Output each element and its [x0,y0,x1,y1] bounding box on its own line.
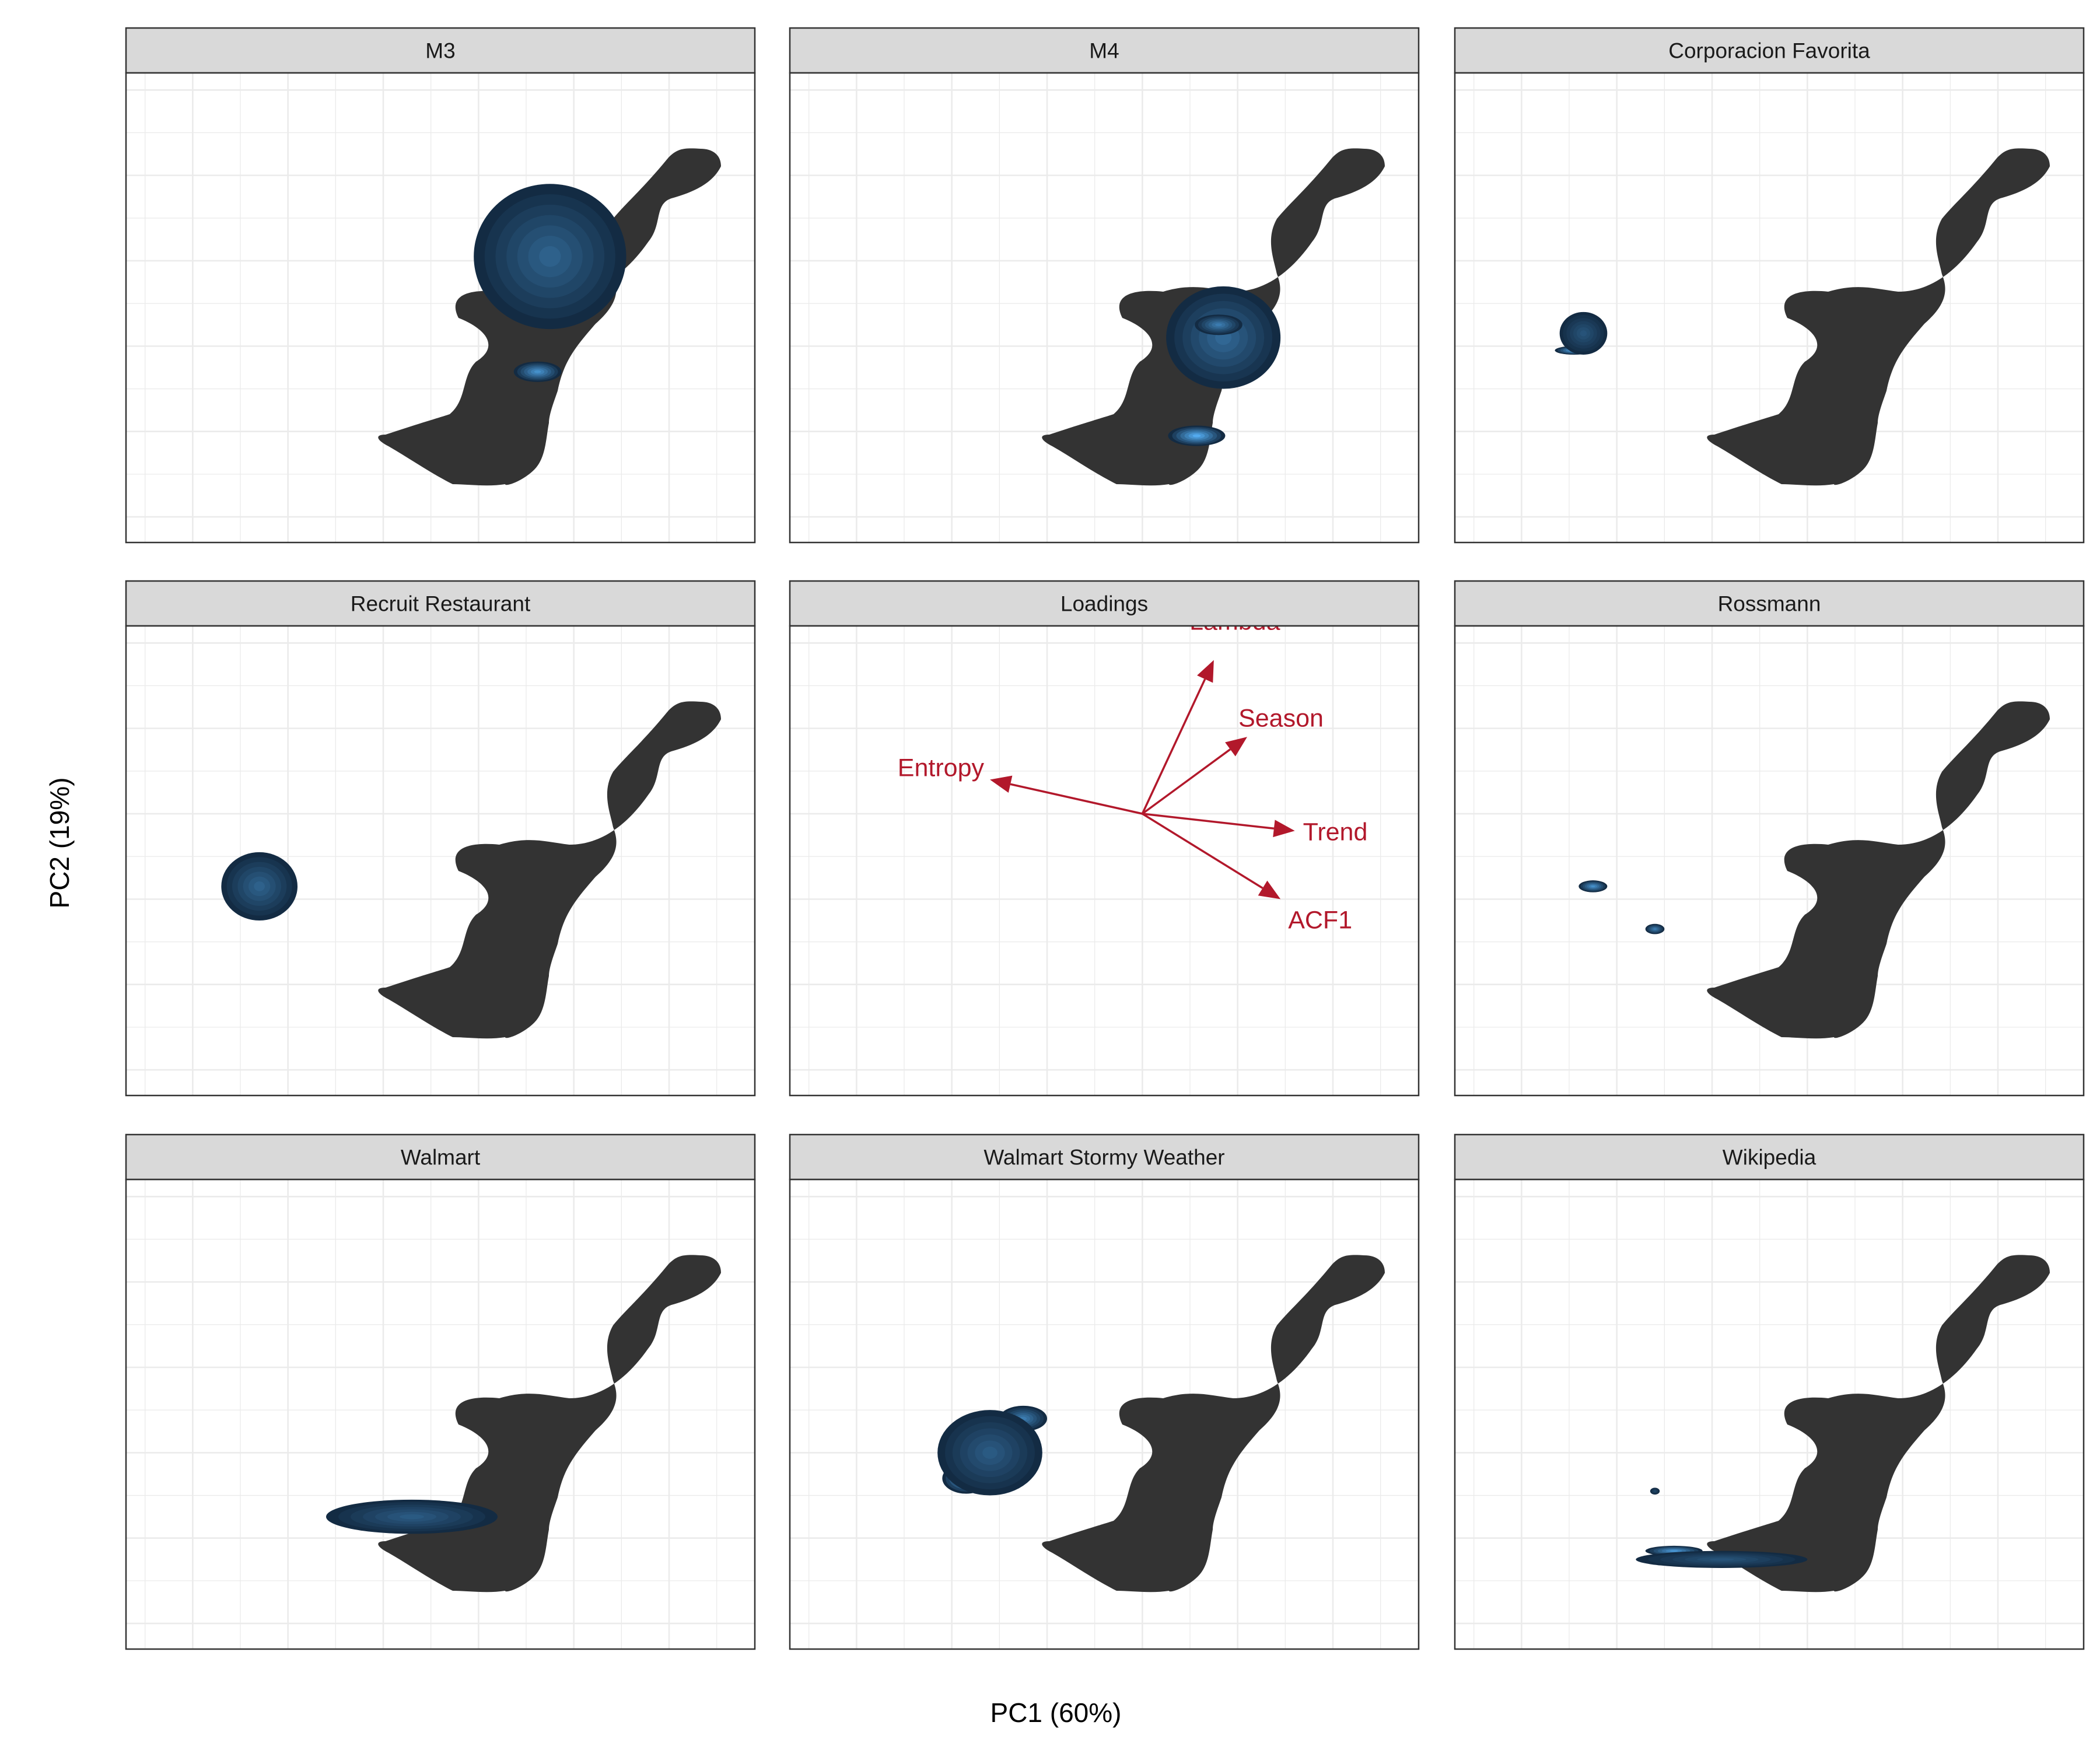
density-level [254,881,265,891]
panel-border [789,72,1420,544]
facet-panel: M4 [789,27,1420,544]
panel-border [1454,625,2085,1097]
panel-body [789,72,1420,544]
density-level [539,246,561,267]
panel-body [789,1178,1420,1650]
panel-content [326,1255,721,1592]
density-level [982,1446,998,1459]
density-level [1709,1558,1734,1561]
density-level [534,370,541,373]
density-level [1215,323,1222,327]
panel-grid [126,626,755,1096]
x-axis-title: PC1 (60%) [991,1698,1122,1728]
loading-arrowhead-season [1225,737,1247,757]
loading-arrow-trend [1142,813,1275,830]
panel-content [378,148,721,486]
panel-grid [790,1180,1419,1649]
facet-strip-label: Loadings [1060,592,1148,616]
facet-panel: Recruit Restaurant [125,580,756,1097]
loading-arrowhead-acf1 [1258,880,1281,900]
reference-density [1707,701,2050,1039]
panel-grid [790,626,1419,1096]
facet-strip [789,27,1420,74]
density-level [1670,1550,1678,1552]
facet-strip [1454,1133,2085,1181]
facet-panel: Walmart Stormy Weather [789,1133,1420,1650]
density-level [1192,434,1201,438]
panel-border [125,625,756,1097]
panel-border [789,625,1420,1097]
reference-density [1707,1255,2050,1592]
panel-border [1454,1178,2085,1650]
panel-body [1454,1178,2085,1650]
loading-arrow-season [1142,748,1231,815]
panel-border [789,1178,1420,1650]
loading-label-entropy: Entropy [898,754,985,782]
density-level [1580,330,1587,337]
facet-strip-label: Rossmann [1718,592,1821,616]
panel-content [937,1255,1385,1592]
y-axis-title: PC2 (19%) [44,778,75,909]
panel-grid [126,1180,755,1649]
facet-strip [125,27,756,74]
density-level [1653,928,1657,930]
loading-label-lambda: Lambda [1189,608,1280,636]
panel-body [1454,625,2085,1097]
reference-density [378,701,721,1039]
facet-panel: Wikipedia [1454,1133,2085,1650]
facet-panel: Corporacion Favorita [1454,27,2085,544]
panel-border [125,1178,756,1650]
facet-strip-label: M4 [1089,39,1119,63]
facet-panel: Rossmann [1454,580,2085,1097]
facet-strip [125,1133,756,1181]
loading-arrow-entropy [1010,783,1143,815]
loading-arrowhead-entropy [990,775,1013,793]
panel-body [1454,72,2085,544]
panel-border [1454,72,2085,544]
panel-background [790,626,1419,1096]
density-level [1591,885,1595,887]
facet-strip-label: Corporacion Favorita [1668,39,1870,63]
reference-density [1707,148,2050,486]
loading-label-season: Season [1238,704,1324,732]
panel-body: Lambda Season Entropy Trend ACF1 [789,608,1420,1097]
facet-strip [1454,580,2085,627]
loading-label-trend: Trend [1303,818,1368,846]
panel-content [1042,148,1385,486]
reference-density [1042,1255,1385,1592]
facet-strip-label: Walmart Stormy Weather [984,1146,1224,1170]
facet-strip [1454,27,2085,74]
facet-strip [789,1133,1420,1181]
facet-panel: Walmart [125,1133,756,1650]
panel-border [125,72,756,544]
panel-body [125,72,756,544]
panel-content [221,701,721,1039]
density-level [400,1514,424,1520]
facet-panels: M3 M4 Corporacion Favorita Recruit Restaura… [125,27,2085,1650]
loading-label-acf1: ACF1 [1288,906,1352,934]
loading-arrowhead-trend [1273,820,1295,838]
panel-content [1555,148,2050,486]
facet-panel: M3 [125,27,756,544]
facet-strip-label: M3 [425,39,455,63]
panel-body [125,1178,756,1650]
loading-arrow-acf1 [1142,813,1264,889]
panel-content: Lambda Season Entropy Trend ACF1 [898,608,1368,934]
facet-strip-label: Recruit Restaurant [351,592,531,616]
panel-content [1636,1255,2050,1592]
panel-content [1578,701,2050,1039]
panel-body [125,625,756,1097]
facet-strip [125,580,756,627]
facet-strip-label: Walmart [401,1146,481,1170]
density-level [1654,1490,1656,1492]
loading-arrowhead-lambda [1197,660,1214,683]
facet-strip-label: Wikipedia [1723,1146,1817,1170]
loading-arrow-lambda [1141,678,1206,814]
facet-panel: Loadings Lambda Season Entropy Trend ACF1 [789,580,1420,1097]
facet-strip [789,580,1420,627]
